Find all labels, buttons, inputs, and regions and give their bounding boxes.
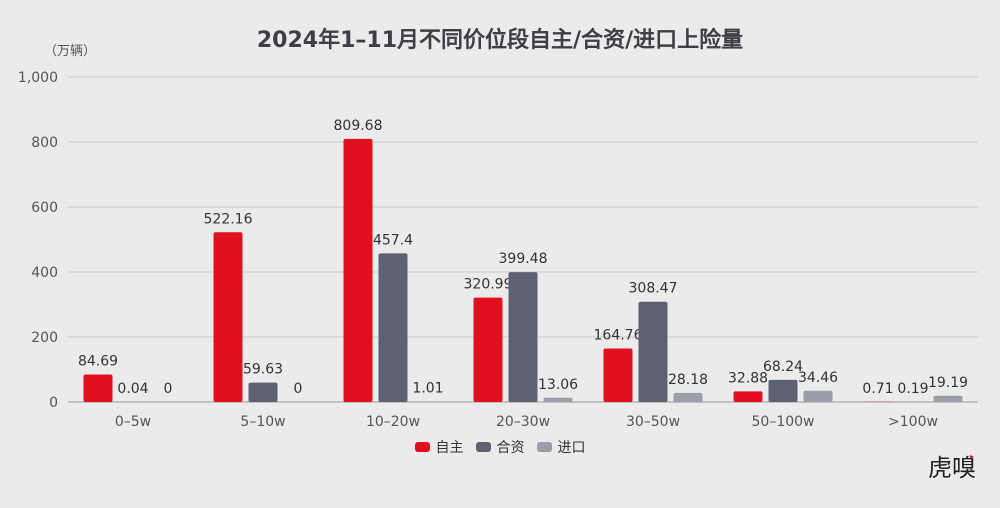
x-tick-label: 20–30w [496, 414, 550, 430]
legend-label: 自主 [435, 440, 464, 456]
bar-import [803, 390, 833, 402]
legend-label: 合资 [496, 440, 525, 456]
bar-joint-venture [768, 379, 798, 402]
data-label: 320.99 [464, 277, 513, 293]
x-tick-label: >100w [888, 414, 938, 430]
bar-domestic [343, 138, 373, 402]
data-label: 0.71 [862, 381, 893, 397]
bar-domestic [213, 232, 243, 402]
data-label: 68.24 [763, 359, 803, 375]
bar-domestic [83, 374, 113, 402]
y-tick-label: 800 [31, 135, 58, 151]
legend: 自主 合资 进口 [0, 437, 1000, 457]
x-tick-label: 0–5w [115, 414, 151, 430]
legend-swatch [536, 442, 552, 452]
y-tick-label: 600 [31, 200, 58, 216]
y-tick-label: 0 [49, 395, 58, 411]
x-tick-label: 30–50w [626, 414, 680, 430]
bar-domestic [733, 391, 763, 402]
legend-item: 自主 [414, 437, 464, 457]
data-label: 457.4 [373, 232, 413, 248]
data-label: 522.16 [204, 211, 253, 227]
data-label: 59.63 [243, 362, 283, 378]
x-tick-label: 10–20w [366, 414, 420, 430]
data-label: 28.18 [668, 372, 708, 388]
bar-joint-venture [508, 272, 538, 402]
bar-joint-venture [638, 301, 668, 402]
data-label: 0.04 [117, 381, 148, 397]
bar-domestic [473, 297, 503, 402]
y-tick-label: 200 [31, 330, 58, 346]
bar-domestic [603, 348, 633, 402]
y-tick-label: 1,000 [18, 70, 58, 86]
x-tick-label: 50–100w [752, 414, 815, 430]
data-label: 308.47 [629, 281, 678, 297]
legend-item: 进口 [536, 437, 586, 457]
bar-joint-venture [248, 382, 278, 402]
data-label: 809.68 [334, 118, 383, 134]
chart-title: 2024年1–11月不同价位段自主/合资/进口上险量 [256, 28, 744, 53]
data-label: 32.88 [728, 370, 768, 386]
legend-item: 合资 [475, 437, 525, 457]
huxiu-logo: 虎嗅 ▸ [928, 452, 976, 482]
bar-joint-venture [378, 253, 408, 402]
y-axis-unit-label: （万辆） [44, 44, 97, 59]
data-label: 19.19 [928, 375, 968, 391]
data-label: 34.46 [798, 370, 838, 386]
data-label: 0 [294, 381, 303, 397]
y-tick-label: 400 [31, 265, 58, 281]
legend-swatch [414, 442, 430, 452]
legend-swatch [475, 442, 491, 452]
bar-import [543, 397, 573, 402]
legend-label: 进口 [557, 440, 586, 456]
x-tick-label: 5–10w [240, 414, 285, 430]
bar-import [933, 395, 963, 402]
data-label: 0 [164, 381, 173, 397]
data-label: 13.06 [538, 377, 578, 393]
data-label: 1.01 [412, 381, 443, 397]
data-label: 84.69 [78, 353, 118, 369]
data-label: 164.76 [594, 327, 643, 343]
bar-import [673, 392, 703, 402]
data-label: 0.19 [897, 381, 928, 397]
data-label: 399.48 [499, 251, 548, 267]
